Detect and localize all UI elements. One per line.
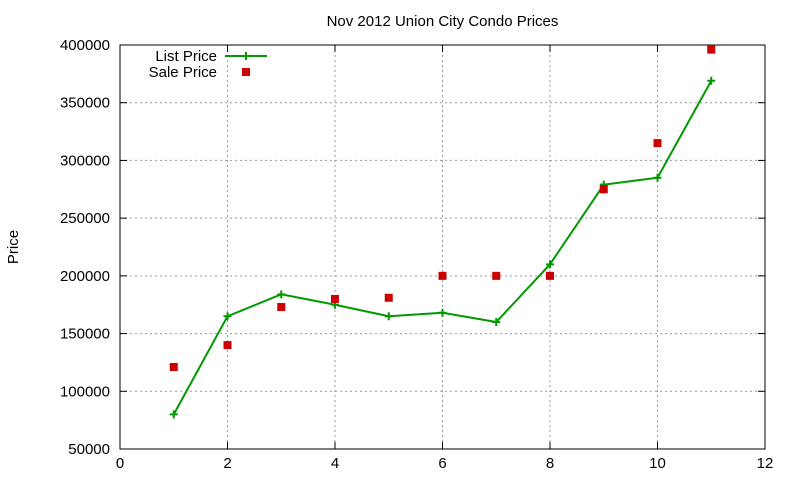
y-tick-label: 200000 xyxy=(60,268,110,285)
x-tick-label: 10 xyxy=(649,455,666,472)
data-point xyxy=(169,410,178,419)
data-point xyxy=(384,293,393,302)
series-sale-price xyxy=(169,45,716,372)
data-point xyxy=(438,271,447,280)
data-point xyxy=(546,271,554,280)
data-point xyxy=(653,139,662,148)
data-point xyxy=(331,294,339,303)
y-tick-label: 250000 xyxy=(60,210,110,227)
x-tick-label: 6 xyxy=(438,455,446,472)
y-tick-label: 350000 xyxy=(60,95,110,112)
data-point xyxy=(223,341,232,350)
x-tick-label: 0 xyxy=(116,455,124,472)
data-point xyxy=(492,271,501,280)
x-tick-label: 4 xyxy=(331,455,339,472)
data-point xyxy=(277,303,286,312)
legend-marker xyxy=(242,68,250,76)
data-point xyxy=(438,308,447,317)
data-point xyxy=(599,185,608,194)
y-tick-label: 400000 xyxy=(60,37,110,54)
chart-title: Nov 2012 Union City Condo Prices xyxy=(327,13,559,30)
x-tick-label: 12 xyxy=(757,455,774,472)
legend-marker xyxy=(242,52,250,60)
data-point xyxy=(492,318,501,327)
series xyxy=(169,45,716,419)
legend-label: Sale Price xyxy=(149,64,217,81)
data-point xyxy=(169,363,178,372)
grid-lines xyxy=(120,45,765,449)
axes: 50000 100000 150000 200000 250000 300000 35000… xyxy=(60,37,773,472)
data-point xyxy=(223,312,232,321)
data-point xyxy=(707,45,716,54)
series-list-price xyxy=(169,76,716,419)
y-axis-label: Price xyxy=(5,230,22,264)
y-tick-label: 150000 xyxy=(60,326,110,343)
data-point xyxy=(384,312,393,321)
data-point xyxy=(546,260,554,269)
data-point xyxy=(707,76,716,85)
data-point xyxy=(653,173,662,182)
data-point xyxy=(277,290,286,299)
y-tick-label: 100000 xyxy=(60,383,110,400)
y-tick-label: 300000 xyxy=(60,152,110,169)
legend-label: List Price xyxy=(155,48,217,65)
x-tick-label: 8 xyxy=(546,455,554,472)
x-tick-label: 2 xyxy=(223,455,231,472)
y-tick-label: 50000 xyxy=(68,441,110,458)
